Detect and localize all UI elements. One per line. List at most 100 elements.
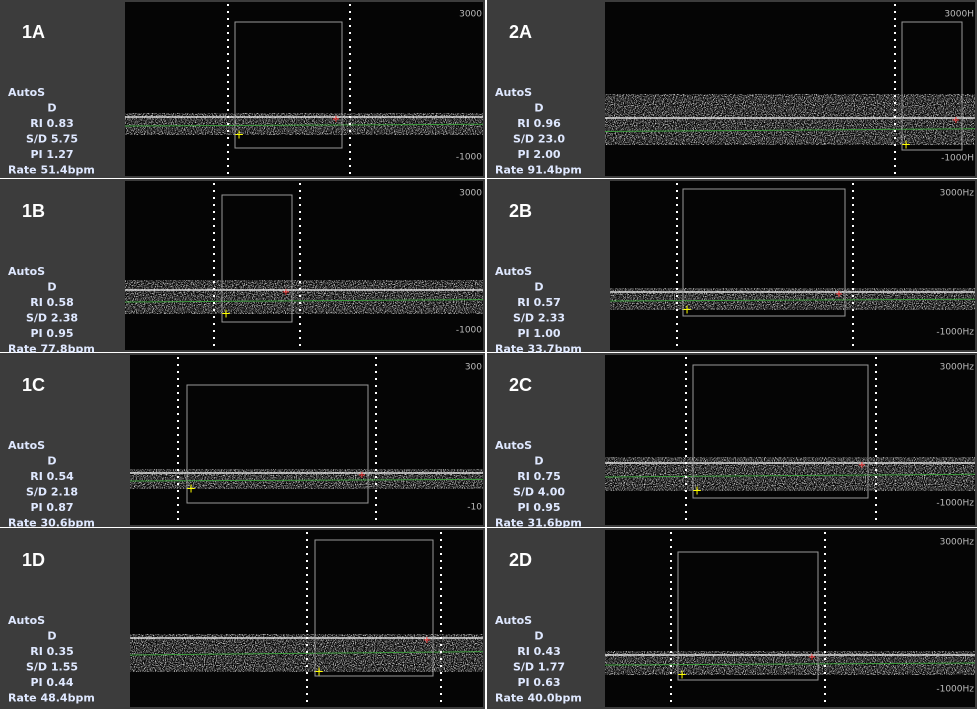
readout: S/D 2.18	[26, 486, 78, 499]
readout: RI 0.43	[517, 645, 561, 658]
readout: RI 0.35	[30, 645, 74, 658]
marker: +	[332, 114, 340, 125]
marker: +	[358, 470, 366, 481]
marker: +	[858, 460, 866, 471]
readout: PI 0.63	[517, 676, 560, 689]
scale-bottom: -1000	[456, 153, 482, 163]
scale-top: 3000Hz	[940, 538, 975, 548]
marker: +	[682, 303, 692, 317]
readout: S/D 5.75	[26, 133, 78, 146]
spectrum-band	[125, 113, 483, 135]
readout: AutoS	[8, 439, 45, 452]
gate-box	[682, 188, 846, 317]
panel-label: 2B	[509, 201, 532, 221]
spectrum-area	[605, 355, 975, 525]
envelope	[124, 123, 484, 127]
spectrum-area	[125, 2, 483, 176]
scale-bottom: -10	[467, 503, 482, 513]
spectrum-area	[130, 355, 483, 525]
marker: +	[677, 668, 687, 682]
readout: RI 0.57	[517, 296, 561, 309]
scale-top: 3000	[459, 189, 482, 199]
readout: RI 0.54	[30, 470, 74, 483]
marker: +	[186, 482, 196, 496]
readout: AutoS	[8, 86, 45, 99]
readout: RI 0.83	[30, 117, 74, 130]
spectrum-area	[130, 530, 483, 707]
marker: +	[808, 652, 816, 663]
readout: S/D 2.33	[513, 312, 565, 325]
readout: D	[534, 455, 543, 468]
readout: PI 1.27	[30, 148, 73, 161]
spectrum-band	[605, 457, 975, 491]
scale-bottom: -1000Hz	[936, 499, 974, 509]
readout: Rate 91.4bpm	[495, 164, 582, 177]
panel-label: 2A	[509, 22, 532, 42]
marker: +	[901, 138, 911, 152]
readout: D	[47, 630, 56, 643]
gate-box	[186, 384, 369, 504]
readout: AutoS	[495, 265, 532, 278]
marker: +	[282, 287, 290, 298]
envelope	[129, 651, 484, 656]
gate-box	[901, 21, 963, 151]
readout: PI 0.95	[30, 327, 73, 340]
scale-top: 3000	[459, 10, 482, 20]
marker: +	[692, 484, 702, 498]
readout: Rate 40.0bpm	[495, 692, 582, 705]
envelope	[609, 298, 976, 302]
readout: D	[47, 455, 56, 468]
marker: +	[423, 635, 431, 646]
readout: S/D 23.0	[513, 133, 565, 146]
gate-box	[692, 364, 869, 499]
readout: Rate 33.7bpm	[495, 343, 582, 356]
readout: AutoS	[8, 265, 45, 278]
spectrum-band	[610, 288, 975, 310]
readout: PI 1.00	[517, 327, 560, 340]
spectrum-band	[605, 94, 975, 145]
spectrum-band	[125, 280, 483, 314]
panel-label: 2C	[509, 375, 532, 395]
readout: Rate 48.4bpm	[8, 692, 95, 705]
envelope	[604, 662, 976, 666]
readout: AutoS	[8, 614, 45, 627]
readout: PI 2.00	[517, 148, 560, 161]
envelope	[124, 299, 484, 303]
readout: PI 0.44	[30, 676, 73, 689]
panel-label: 1A	[22, 22, 45, 42]
envelope	[604, 473, 976, 478]
marker: +	[221, 307, 231, 321]
gate-box	[234, 21, 343, 149]
readout: S/D 4.00	[513, 486, 565, 499]
readout: D	[534, 281, 543, 294]
scale-bottom: -1000	[456, 326, 482, 336]
readout: S/D 1.77	[513, 661, 565, 674]
scale-bottom: -1000H	[941, 154, 974, 164]
readout: D	[47, 102, 56, 115]
scale-top: 3000Hz	[940, 363, 975, 373]
spectrum-area	[610, 181, 975, 350]
readout: RI 0.75	[517, 470, 561, 483]
readout: D	[534, 630, 543, 643]
gate-box	[221, 194, 293, 323]
envelope	[129, 478, 484, 482]
spectrum-area	[125, 181, 483, 350]
gate-box	[677, 551, 819, 681]
scale-top: 3000Hz	[940, 189, 975, 199]
readout: Rate 51.4bpm	[8, 164, 95, 177]
readout: PI 0.95	[517, 501, 560, 514]
readout: RI 0.58	[30, 296, 74, 309]
scale-top: 3000H	[944, 10, 974, 20]
readout: AutoS	[495, 86, 532, 99]
panel-label: 1B	[22, 201, 45, 221]
scale-bottom: -1000Hz	[936, 685, 974, 695]
panel-label: 1D	[22, 550, 45, 570]
readout: S/D 2.38	[26, 312, 78, 325]
scale-top: 300	[465, 363, 482, 373]
